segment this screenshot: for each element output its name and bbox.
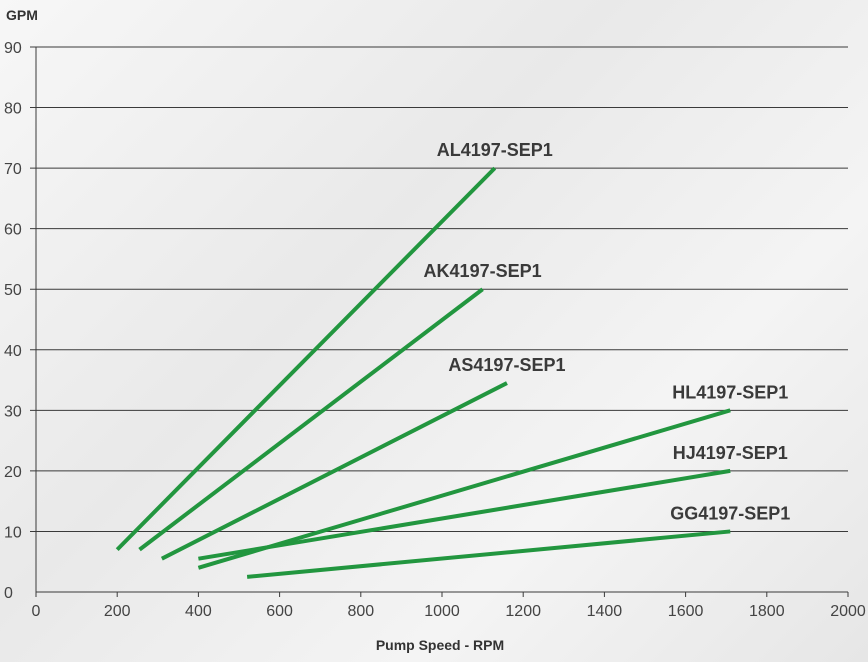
x-tick-label: 1000 (424, 603, 460, 620)
series-label-al4197-sep1: AL4197-SEP1 (437, 140, 553, 160)
y-axis-title: GPM (6, 7, 38, 23)
y-tick-label: 60 (4, 222, 22, 239)
y-tick-label: 70 (4, 161, 22, 178)
y-tick-label: 10 (4, 524, 22, 541)
series-lines (115, 166, 731, 579)
series-line-al4197-sep1 (115, 166, 497, 552)
x-tick-label: 2000 (830, 603, 866, 620)
x-tick-label: 0 (32, 603, 41, 620)
series-label-gg4197-sep1: GG4197-SEP1 (670, 503, 790, 523)
series-line-ak4197-sep1 (138, 287, 484, 552)
x-tick-label: 200 (104, 603, 131, 620)
series-line-hl4197-sep1 (197, 408, 731, 570)
series-line-as4197-sep1 (160, 381, 508, 561)
y-tick-label: 80 (4, 101, 22, 118)
y-tick-label: 30 (4, 403, 22, 420)
axes: 0 10 20 30 40 50 60 70 80 90 0 200 400 600 800 1000 1200… (4, 40, 866, 620)
x-tick-label: 1400 (587, 603, 623, 620)
x-tick-label: 1800 (749, 603, 785, 620)
y-tick-label: 90 (4, 40, 22, 57)
series-line-hj4197-sep1 (198, 468, 731, 561)
series-label-ak4197-sep1: AK4197-SEP1 (424, 261, 542, 281)
x-tick-label: 1600 (668, 603, 704, 620)
series-line-gg4197-sep1 (246, 529, 731, 579)
y-tick-label: 0 (4, 585, 13, 602)
x-tick-label: 800 (347, 603, 374, 620)
series-label-hj4197-sep1: HJ4197-SEP1 (673, 443, 788, 463)
grid (30, 46, 848, 532)
x-tick-label: 400 (185, 603, 212, 620)
x-axis-title: Pump Speed - RPM (376, 637, 504, 653)
x-tick-label: 1200 (505, 603, 541, 620)
x-tick-label: 600 (266, 603, 293, 620)
y-tick-label: 20 (4, 464, 22, 481)
y-tick-label: 40 (4, 343, 22, 360)
series-label-hl4197-sep1: HL4197-SEP1 (672, 382, 788, 402)
y-tick-label: 50 (4, 282, 22, 299)
series-label-as4197-sep1: AS4197-SEP1 (448, 355, 565, 375)
series-labels: AL4197-SEP1 AK4197-SEP1 AS4197-SEP1 HL4197-… (424, 140, 791, 523)
